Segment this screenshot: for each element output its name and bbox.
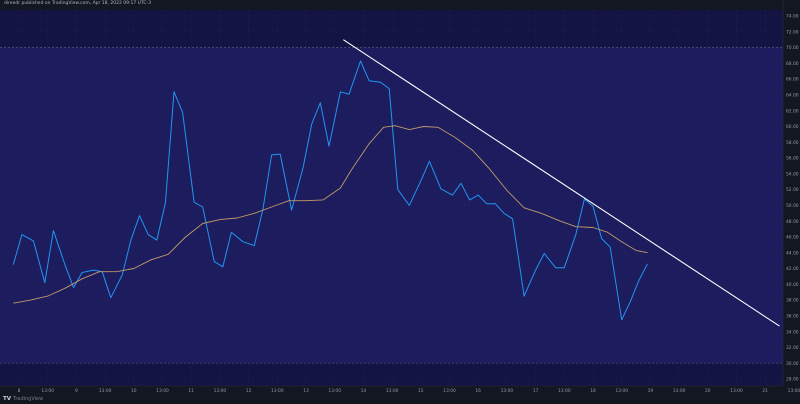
rsi-line: [12, 60, 648, 321]
time-tick-label: 13:00: [788, 388, 800, 394]
time-tick-label: 13:00: [730, 388, 743, 394]
time-tick-label: 13:00: [99, 388, 112, 394]
time-tick-label: 14: [361, 388, 367, 394]
price-tick-label: 72.00: [786, 29, 799, 35]
price-tick-label: 74.00: [786, 14, 799, 20]
y-axis: 74.00 72.00 70.00 68.00 66.00 64.00 62.00 60.00…: [782, 0, 800, 404]
price-tick-label: 44.00: [786, 250, 799, 256]
time-tick-label: 19: [648, 388, 654, 394]
price-tick-label: 34.00: [786, 329, 799, 335]
time-tick-label: 21: [762, 388, 768, 394]
time-tick-label: 12: [246, 388, 252, 394]
price-tick-label: 66.00: [786, 77, 799, 83]
price-tick-label: 46.00: [786, 235, 799, 241]
time-tick-label: 13:00: [673, 388, 686, 394]
price-tick-label: 70.00: [786, 45, 799, 51]
tradingview-logo-text: TradingView: [13, 396, 44, 402]
time-tick-label: 20: [705, 388, 711, 394]
time-tick-label: 17: [533, 388, 539, 394]
time-tick-label: 13:00: [443, 388, 456, 394]
time-tick-label: 13:00: [386, 388, 399, 394]
time-tick-label: 13:00: [558, 388, 571, 394]
time-tick-label: 13: [303, 388, 309, 394]
price-axis-background: [783, 0, 800, 404]
trend-line: [342, 39, 780, 327]
price-tick-label: 50.00: [786, 203, 799, 209]
price-tick-label: 32.00: [786, 345, 799, 351]
price-tick-label: 52.00: [786, 187, 799, 193]
time-tick-label: 9: [75, 388, 78, 394]
tradingview-logo[interactable]: TV TradingView: [3, 396, 43, 402]
time-tick-label: 13:00: [328, 388, 341, 394]
price-tick-label: 64.00: [786, 93, 799, 99]
band-fill: [0, 47, 783, 364]
price-tick-label: 38.00: [786, 298, 799, 304]
time-tick-label: 15: [418, 388, 424, 394]
time-tick-label: 18: [590, 388, 596, 394]
time-tick-label: 8: [18, 388, 21, 394]
series-layer: [12, 39, 780, 327]
price-tick-label: 62.00: [786, 108, 799, 114]
price-tick-label: 42.00: [786, 266, 799, 272]
rsi-moving-average-line: [13, 125, 648, 304]
price-tick-label: 40.00: [786, 282, 799, 288]
time-tick-label: 10: [131, 388, 137, 394]
price-tick-label: 36.00: [786, 313, 799, 319]
rsi-band: [0, 47, 783, 364]
publisher-caption: direedr published on TradingView.com, Ap…: [4, 1, 152, 6]
price-tick-label: 68.00: [786, 61, 799, 67]
price-tick-label: 56.00: [786, 156, 799, 162]
time-tick-label: 13:00: [501, 388, 514, 394]
tradingview-logo-icon: TV: [3, 396, 12, 402]
time-tick-label: 13:00: [214, 388, 227, 394]
price-tick-label: 30.00: [786, 361, 799, 367]
price-tick-label: 60.00: [786, 124, 799, 130]
grid: [0, 10, 795, 386]
price-tick-label: 28.00: [786, 377, 799, 383]
time-tick-label: 13:00: [41, 388, 54, 394]
time-axis-background: [0, 386, 800, 404]
time-tick-label: 11: [188, 388, 194, 394]
time-tick-label: 13:00: [615, 388, 628, 394]
x-axis: 8 13:00 9 13:00 10 13:00 11 13:00 12 13:00 13 13:00…: [0, 385, 800, 404]
time-tick-label: 13:00: [156, 388, 169, 394]
price-tick-label: 48.00: [786, 219, 799, 225]
time-tick-label: 16: [475, 388, 481, 394]
price-tick-label: 58.00: [786, 140, 799, 146]
time-tick-label: 13:00: [271, 388, 284, 394]
price-tick-label: 54.00: [786, 171, 799, 177]
